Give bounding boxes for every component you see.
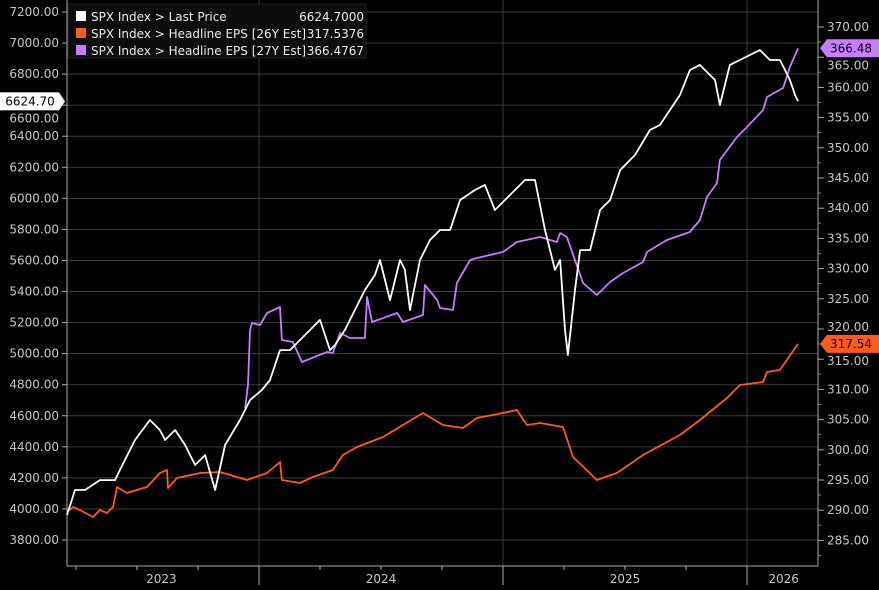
left-tick-label: 6800.00: [9, 67, 59, 81]
left-tick-label: 6000.00: [9, 191, 59, 205]
left-tick-label: 5000.00: [9, 347, 59, 361]
right-tick-label: 355.00: [827, 111, 869, 125]
left-tick-label: 5200.00: [9, 316, 59, 330]
left-tick-label: 4200.00: [9, 471, 59, 485]
left-tick-label: 4000.00: [9, 502, 59, 516]
legend-box: [67, 3, 367, 59]
right-tick-label: 340.00: [827, 201, 869, 215]
eps-marker-1: [820, 334, 879, 353]
left-tick-label: 6600.00: [9, 111, 59, 125]
legend-value-0: 6624.7000: [299, 10, 364, 24]
left-tick-label: 5600.00: [9, 253, 59, 267]
right-tick-label: 320.00: [827, 320, 869, 334]
legend-label-0: SPX Index > Last Price: [91, 10, 227, 24]
x-tick-label: 2024: [366, 572, 397, 586]
last-price-marker: [0, 92, 59, 111]
right-tick-label: 300.00: [827, 443, 869, 457]
right-tick-label: 285.00: [827, 533, 869, 547]
series-line-2: [244, 47, 799, 409]
left-tick-label: 7200.00: [9, 5, 59, 19]
right-tick-label: 360.00: [827, 80, 869, 94]
series-line-0: [66, 49, 799, 516]
right-tick-label: 345.00: [827, 171, 869, 185]
left-tick-label: 5800.00: [9, 222, 59, 236]
series-line-1: [66, 343, 799, 518]
last-price-marker-arrow: [59, 92, 65, 111]
legend-label-1: SPX Index > Headline EPS [26Y Est]: [91, 27, 306, 41]
right-tick-label: 330.00: [827, 262, 869, 276]
axes: 3800.00 4000.00 4200.00 4400.00 4600.00 4800.…: [9, 0, 869, 586]
right-tick-label: 370.00: [827, 20, 869, 34]
right-tick-label: 365.00: [827, 58, 869, 72]
series-lines: [66, 47, 799, 518]
eps-marker-text: 366.48: [830, 41, 872, 55]
gridlines: [67, 0, 818, 566]
legend-value-1: 317.5376: [307, 27, 364, 41]
right-tick-label: 325.00: [827, 292, 869, 306]
legend-swatch-0: [76, 11, 86, 21]
last-value-markers: 6624.70 317.54 366.48: [0, 39, 879, 353]
left-tick-label: 4400.00: [9, 440, 59, 454]
last-price-marker-text: 6624.70: [5, 94, 55, 108]
legend-value-2: 366.4767: [307, 44, 364, 58]
legend-label-2: SPX Index > Headline EPS [27Y Est]: [91, 44, 306, 58]
left-tick-label: 6400.00: [9, 129, 59, 143]
left-tick-label: 5400.00: [9, 285, 59, 299]
legend[interactable]: SPX Index > Last Price 6624.7000 SPX Index…: [67, 3, 367, 59]
right-tick-label: 310.00: [827, 382, 869, 396]
eps-marker-text: 317.54: [830, 337, 872, 351]
x-tick-label: 2023: [146, 572, 177, 586]
left-tick-label: 6200.00: [9, 160, 59, 174]
x-tick-label: 2025: [610, 572, 641, 586]
x-tick-label: 2026: [768, 572, 799, 586]
legend-swatch-2: [76, 45, 86, 55]
right-tick-label: 290.00: [827, 503, 869, 517]
right-tick-label: 350.00: [827, 141, 869, 155]
right-tick-label: 335.00: [827, 231, 869, 245]
left-tick-label: 4800.00: [9, 378, 59, 392]
legend-swatch-1: [76, 28, 86, 38]
right-tick-label: 295.00: [827, 473, 869, 487]
right-tick-label: 305.00: [827, 413, 869, 427]
left-tick-label: 4600.00: [9, 409, 59, 423]
eps-marker-2: [820, 39, 879, 58]
left-tick-label: 7000.00: [9, 36, 59, 50]
left-tick-label: 3800.00: [9, 533, 59, 547]
right-tick-label: 315.00: [827, 354, 869, 368]
